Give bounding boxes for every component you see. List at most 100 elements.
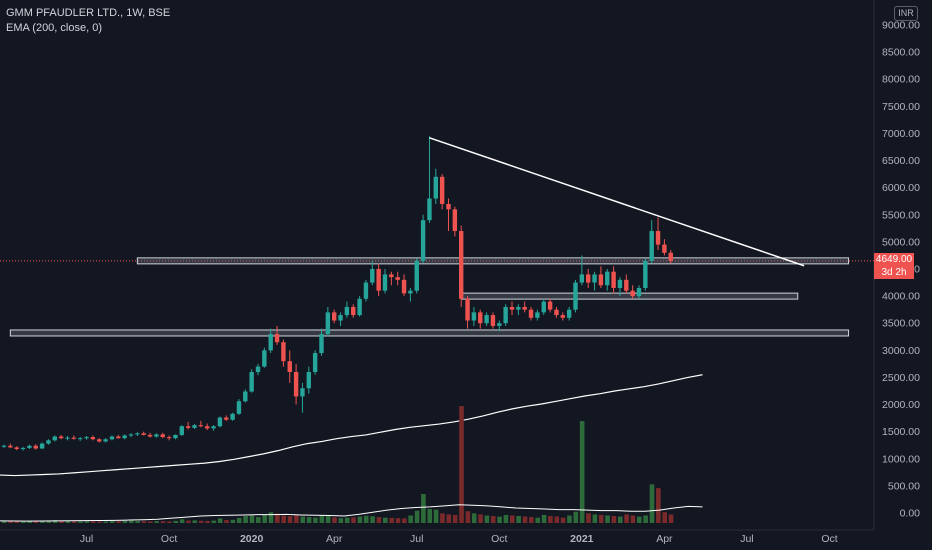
- y-tick-label: 3000.00: [882, 345, 920, 357]
- volume-bar: [313, 517, 318, 523]
- volume-bar: [541, 514, 547, 523]
- candle-body: [566, 309, 572, 318]
- volume-bar: [281, 515, 286, 523]
- candle-body: [484, 315, 489, 324]
- support-resistance-zone: [136, 257, 850, 265]
- candle-body: [306, 372, 311, 389]
- volume-bar: [14, 521, 20, 523]
- volume-bar: [52, 520, 58, 523]
- candle-body: [274, 334, 280, 343]
- candle-body: [395, 277, 400, 280]
- candle-body: [408, 290, 413, 294]
- candle-body: [459, 231, 464, 299]
- volume-bar: [109, 520, 115, 523]
- candle-body: [90, 437, 96, 440]
- volume-bar: [338, 518, 344, 523]
- volume-bar: [256, 517, 261, 523]
- volume-bar: [402, 518, 407, 523]
- x-tick-label: Jul: [80, 533, 93, 545]
- volume-bar: [471, 513, 477, 523]
- volume-bar: [490, 516, 496, 523]
- volume-bar: [592, 514, 598, 523]
- volume-bar: [319, 515, 325, 523]
- volume-bar: [535, 517, 540, 523]
- x-tick-label: Jul: [740, 533, 753, 545]
- volume-bar: [637, 516, 642, 523]
- volume-bar: [224, 520, 229, 523]
- candle-body: [116, 436, 121, 439]
- candle-body: [547, 301, 553, 310]
- x-tick-label: Jul: [410, 533, 423, 545]
- candle-body: [376, 269, 381, 291]
- volume-bar: [529, 517, 534, 523]
- symbol-title: GMM PFAUDLER LTD., 1W, BSE: [6, 7, 171, 19]
- volume-bar: [27, 520, 32, 523]
- volume-bar: [21, 521, 26, 523]
- candle-body: [154, 434, 159, 437]
- candle-body: [503, 306, 508, 324]
- y-tick-label: 9000.00: [882, 20, 920, 32]
- support-resistance-zone: [9, 329, 850, 337]
- volume-bar: [8, 521, 13, 523]
- candle-body: [414, 260, 419, 291]
- candle-body: [389, 274, 394, 278]
- x-tick-label: Oct: [821, 533, 837, 545]
- volume-bar: [503, 514, 509, 523]
- candle-body: [560, 315, 565, 318]
- candle-body: [497, 323, 502, 326]
- volume-bar: [205, 520, 210, 523]
- candle-body: [58, 436, 64, 439]
- candle-body: [46, 440, 51, 444]
- ema-200-line: [0, 374, 703, 477]
- y-tick-label: 5000.00: [882, 236, 920, 248]
- y-tick-label: 5500.00: [882, 209, 920, 221]
- y-tick-label: 6000.00: [882, 182, 920, 194]
- candle-body: [262, 350, 267, 367]
- volume-bar: [351, 517, 356, 523]
- volume-bar: [363, 515, 369, 523]
- x-tick-label: 2021: [570, 533, 594, 545]
- volume-bar: [459, 406, 464, 523]
- candle-body: [230, 413, 235, 420]
- volume-bar: [611, 516, 617, 523]
- volume-bar: [516, 516, 521, 523]
- candle-body: [516, 306, 521, 310]
- volume-bar: [497, 516, 502, 523]
- candle-body: [649, 231, 654, 261]
- volume-bar: [173, 520, 179, 523]
- volume-bar: [179, 519, 185, 523]
- x-tick-label: Apr: [656, 533, 673, 545]
- volume-bar: [548, 516, 553, 523]
- candle-body: [586, 274, 591, 283]
- candle-body: [528, 309, 534, 318]
- volume-bar: [160, 521, 166, 523]
- currency-badge[interactable]: INR: [894, 6, 918, 21]
- candle-body: [179, 426, 184, 435]
- candle-body: [147, 434, 153, 437]
- y-tick-label: 2000.00: [882, 399, 920, 411]
- volume-bar: [389, 517, 394, 523]
- y-tick-label: 6500.00: [882, 155, 920, 167]
- volume-bar: [662, 512, 667, 523]
- volume-bar: [579, 421, 585, 523]
- candle-body: [401, 279, 407, 294]
- candle-body: [668, 252, 673, 261]
- volume-bar: [560, 517, 566, 523]
- volume-bar: [465, 511, 471, 523]
- candle-body: [522, 306, 527, 310]
- last-price-tag: 4649.00: [874, 253, 914, 266]
- volume-bar: [275, 513, 280, 523]
- volume-bar: [332, 517, 337, 523]
- candle-body: [624, 279, 629, 291]
- volume-bar: [383, 517, 388, 523]
- y-tick-label: 2500.00: [882, 372, 920, 384]
- volume-bar: [567, 515, 572, 523]
- volume-bar: [2, 520, 7, 523]
- candle-body: [643, 260, 648, 288]
- candle-body: [382, 274, 388, 291]
- volume-bar: [440, 513, 445, 523]
- volume-bar: [84, 521, 90, 523]
- candle-body: [109, 436, 115, 440]
- volume-bar: [357, 516, 363, 523]
